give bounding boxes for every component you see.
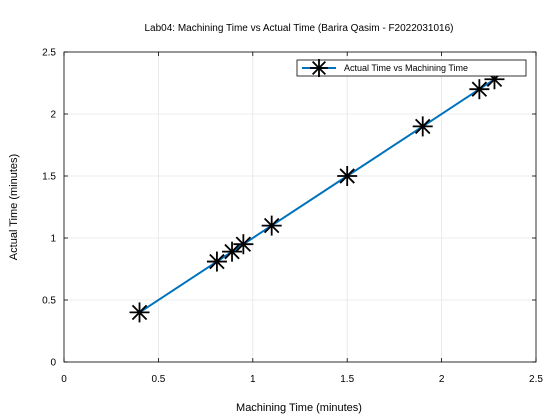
marker-stroke [263, 217, 280, 234]
legend-entry-label: Actual Time vs Machining Time [344, 63, 468, 73]
x-tick-label: 0 [61, 374, 67, 385]
marker-stroke [224, 243, 240, 260]
x-tick-labels: 0 0.5 1 1.5 2 2.5 [61, 374, 543, 385]
axis-ticks [63, 51, 537, 363]
chart-title: Lab04: Machining Time vs Actual Time (Ba… [144, 23, 453, 34]
data-point [412, 116, 433, 137]
y-tick-label: 1.5 [42, 172, 56, 183]
x-tick-label: 2 [439, 374, 445, 385]
series-layer [129, 69, 505, 323]
marker-stroke [311, 60, 327, 76]
x-axis-label: Machining Time (minutes) [236, 402, 362, 414]
y-tick-label: 0 [50, 358, 56, 369]
data-point [469, 79, 490, 100]
legend-marker-sample [310, 59, 328, 77]
y-tick-label: 2.5 [42, 48, 56, 59]
y-tick-label: 2 [50, 110, 56, 121]
data-point [129, 302, 150, 323]
x-tick-label: 1 [250, 374, 256, 385]
x-tick-label: 2.5 [529, 374, 543, 385]
grid [63, 51, 537, 363]
marker-stroke [235, 236, 252, 252]
x-tick-label: 1.5 [340, 374, 354, 385]
y-tick-label: 0.5 [42, 296, 56, 307]
y-tick-label: 1 [50, 234, 56, 245]
y-tick-labels: 0 0.5 1 1.5 2 2.5 [42, 48, 56, 369]
plot-area-border [63, 51, 537, 363]
legend-marker [310, 59, 328, 77]
marker-stroke [209, 253, 225, 270]
marker-stroke [415, 118, 431, 135]
marker-stroke [471, 81, 488, 97]
legend-box [296, 59, 527, 77]
y-axis-label: Actual Time (minutes) [8, 154, 20, 260]
marker-stroke [131, 304, 148, 321]
data-point [222, 241, 243, 262]
data-point [233, 234, 254, 255]
data-point [206, 251, 227, 272]
x-tick-label: 0.5 [151, 374, 165, 385]
data-point [261, 215, 282, 236]
legend: Actual Time vs Machining Time [296, 59, 527, 77]
data-point [337, 166, 358, 186]
marker-stroke [339, 168, 355, 184]
